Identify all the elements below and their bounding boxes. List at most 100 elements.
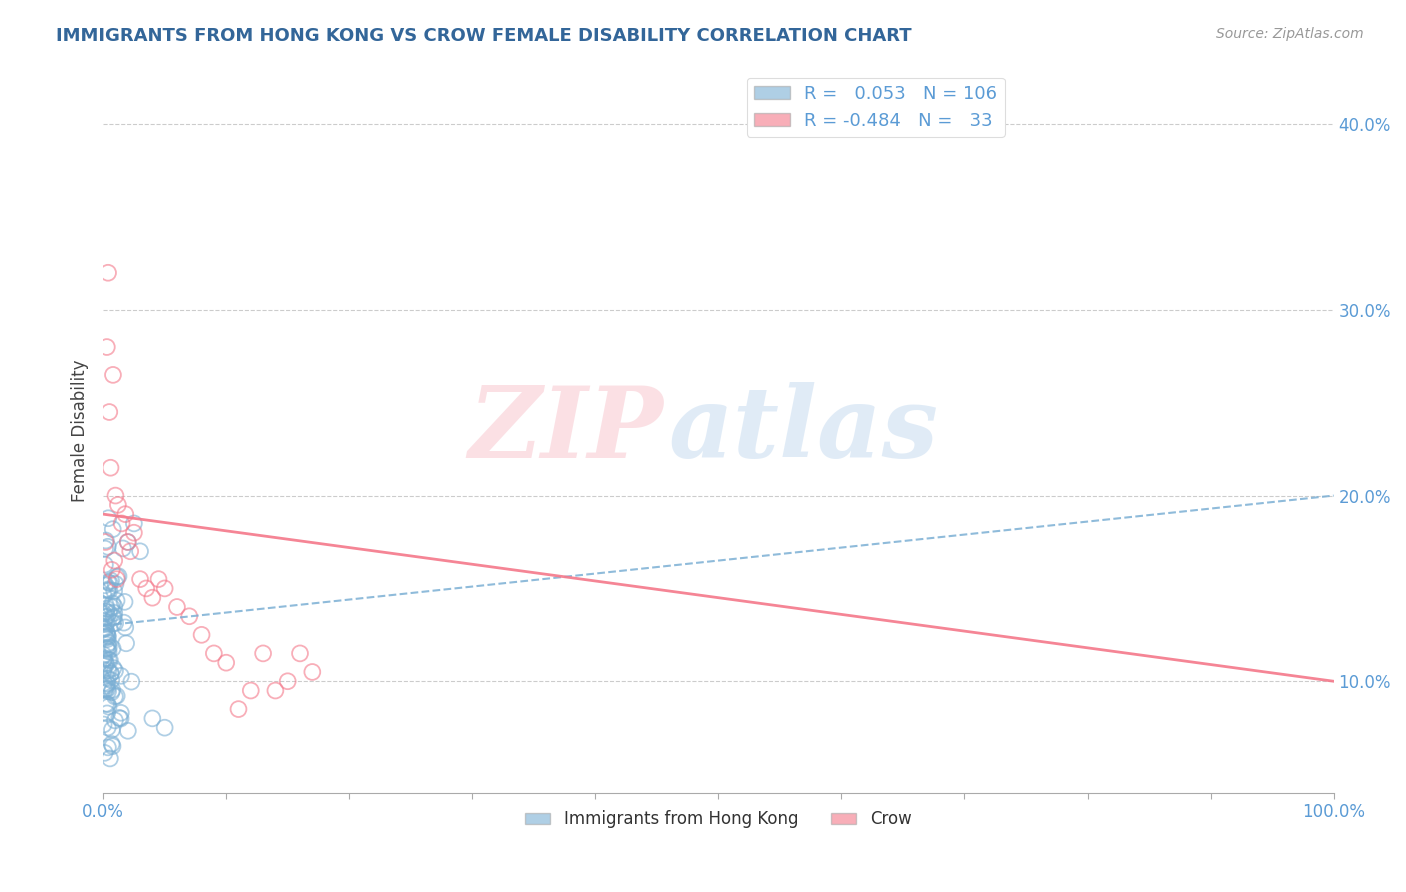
Point (114, 620, 136, 634)
Legend: Immigrants from Hong Kong, Crow: Immigrants from Hong Kong, Crow (519, 804, 918, 835)
Point (97, 540, 120, 554)
Point (93, 614, 115, 628)
Point (94, 535, 117, 549)
Point (101, 683, 124, 698)
Point (96, 677, 118, 691)
Point (101, 739, 124, 754)
Point (101, 522, 124, 536)
Point (141, 711, 163, 725)
Point (117, 535, 139, 549)
Point (96, 706, 118, 721)
Point (120, 674, 142, 689)
Point (93, 589, 115, 603)
Text: atlas: atlas (669, 383, 939, 479)
Point (98, 583, 121, 598)
Point (179, 609, 201, 624)
Point (97, 697, 120, 711)
Point (97, 653, 120, 667)
Point (190, 628, 212, 642)
Point (93, 651, 115, 665)
Point (93, 607, 115, 621)
Point (93, 717, 115, 731)
Point (98, 576, 121, 591)
Point (96, 641, 118, 656)
Point (94, 682, 117, 697)
Point (96, 682, 118, 697)
Point (94, 631, 117, 645)
Point (100, 563, 122, 577)
Point (100, 666, 122, 681)
Point (110, 516, 132, 531)
Point (129, 572, 152, 586)
Point (96, 605, 118, 619)
Point (228, 702, 250, 716)
Point (94, 541, 117, 556)
Point (94, 558, 117, 572)
Point (96, 340, 118, 354)
Point (105, 570, 128, 584)
Point (103, 584, 125, 599)
Point (94, 656, 117, 670)
Point (101, 641, 124, 656)
Point (93, 648, 115, 662)
Point (97, 672, 120, 686)
Point (98, 405, 121, 419)
Point (166, 599, 188, 614)
Point (108, 711, 131, 725)
Point (288, 647, 311, 661)
Point (93, 652, 115, 666)
Point (94, 616, 117, 631)
Point (101, 616, 124, 631)
Point (96, 679, 118, 693)
Point (101, 723, 124, 737)
Point (97, 575, 120, 590)
Point (97, 640, 120, 655)
Point (96, 626, 118, 640)
Point (97, 721, 120, 735)
Text: ZIP: ZIP (468, 383, 664, 479)
Point (96, 625, 118, 640)
Text: Source: ZipAtlas.com: Source: ZipAtlas.com (1216, 27, 1364, 41)
Point (93, 627, 115, 641)
Point (104, 714, 127, 728)
Point (97, 636, 120, 650)
Point (104, 616, 127, 631)
Point (202, 647, 225, 661)
Point (93, 682, 115, 697)
Point (135, 582, 157, 596)
Point (122, 516, 145, 531)
Point (103, 661, 125, 675)
Point (122, 525, 145, 540)
Point (98, 653, 121, 667)
Point (129, 544, 152, 558)
Point (94, 578, 117, 592)
Point (94, 697, 117, 711)
Point (96, 632, 118, 647)
Point (114, 507, 136, 521)
Point (98, 751, 121, 765)
Point (97, 582, 120, 597)
Point (104, 489, 127, 503)
Point (94, 658, 117, 673)
Point (93, 676, 115, 690)
Point (97, 583, 120, 598)
Point (110, 706, 132, 720)
Point (105, 689, 128, 703)
Y-axis label: Female Disability: Female Disability (72, 359, 89, 502)
Point (103, 606, 125, 620)
Point (117, 723, 139, 738)
Point (97, 630, 120, 644)
Point (96, 642, 118, 657)
Point (97, 511, 120, 525)
Point (277, 674, 299, 689)
Point (100, 574, 122, 588)
Point (96, 657, 118, 672)
Point (100, 666, 122, 681)
Point (103, 599, 125, 614)
Point (93, 746, 115, 760)
Point (94, 533, 117, 548)
Point (153, 721, 176, 735)
Point (101, 610, 124, 624)
Point (100, 737, 122, 751)
Point (120, 544, 142, 558)
